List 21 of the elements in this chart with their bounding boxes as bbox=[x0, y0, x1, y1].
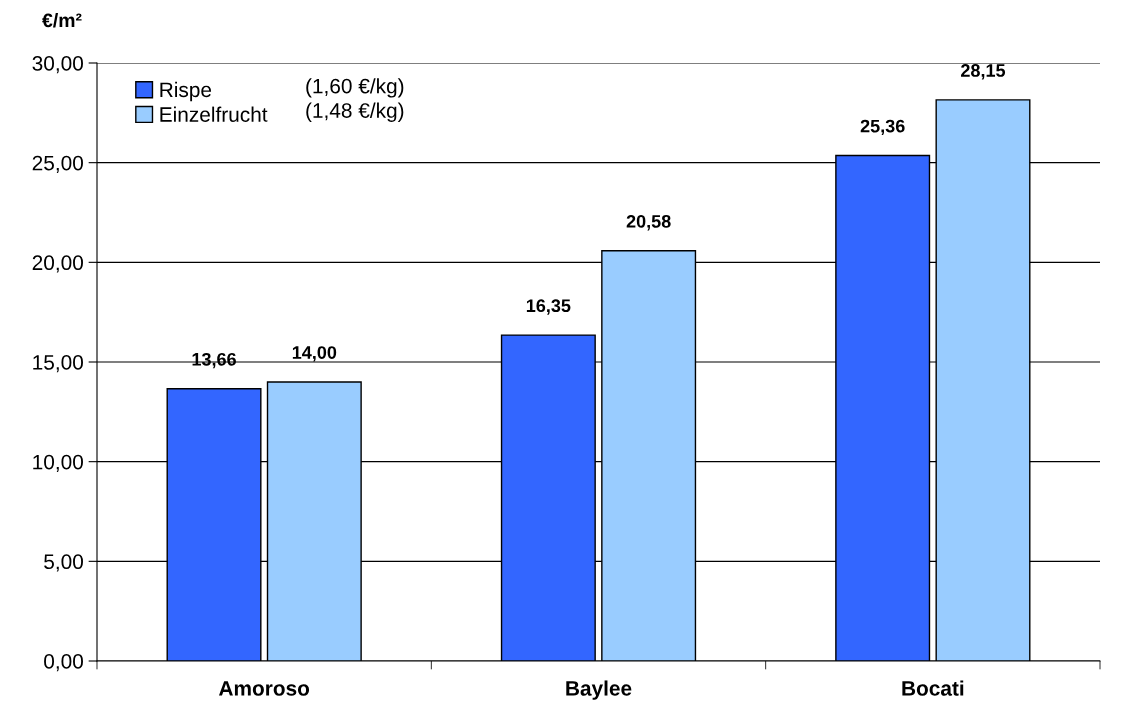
legend-label: Rispe bbox=[160, 81, 212, 102]
y-tick-label: 25,00 bbox=[32, 155, 83, 173]
y-tick-label: 10,00 bbox=[33, 454, 83, 472]
data-label: 20,58 bbox=[626, 214, 671, 231]
y-tick-label: 5,00 bbox=[44, 554, 83, 572]
data-label: 13,66 bbox=[192, 352, 236, 369]
x-tick-label: Baylee bbox=[566, 680, 632, 700]
data-label: 14,00 bbox=[292, 346, 337, 362]
x-tick-label: Amoroso bbox=[218, 681, 310, 696]
annotation: (1,60 €/kg) bbox=[306, 78, 404, 98]
legend-label: Einzelfrucht bbox=[160, 106, 268, 122]
y-tick-label: 30,00 bbox=[32, 56, 83, 74]
y-axis-title: €/m² bbox=[42, 12, 82, 28]
annotation: (1,48 €/kg) bbox=[306, 102, 404, 123]
y-tick-label: 0,00 bbox=[44, 654, 83, 672]
data-label: 16,35 bbox=[526, 299, 571, 315]
data-label: 25,36 bbox=[860, 119, 905, 136]
x-tick-label: Bocati bbox=[902, 680, 964, 696]
y-tick-label: 20,00 bbox=[32, 255, 83, 273]
y-tick-label: 15,00 bbox=[33, 355, 83, 373]
data-label: 28,15 bbox=[961, 64, 1006, 80]
